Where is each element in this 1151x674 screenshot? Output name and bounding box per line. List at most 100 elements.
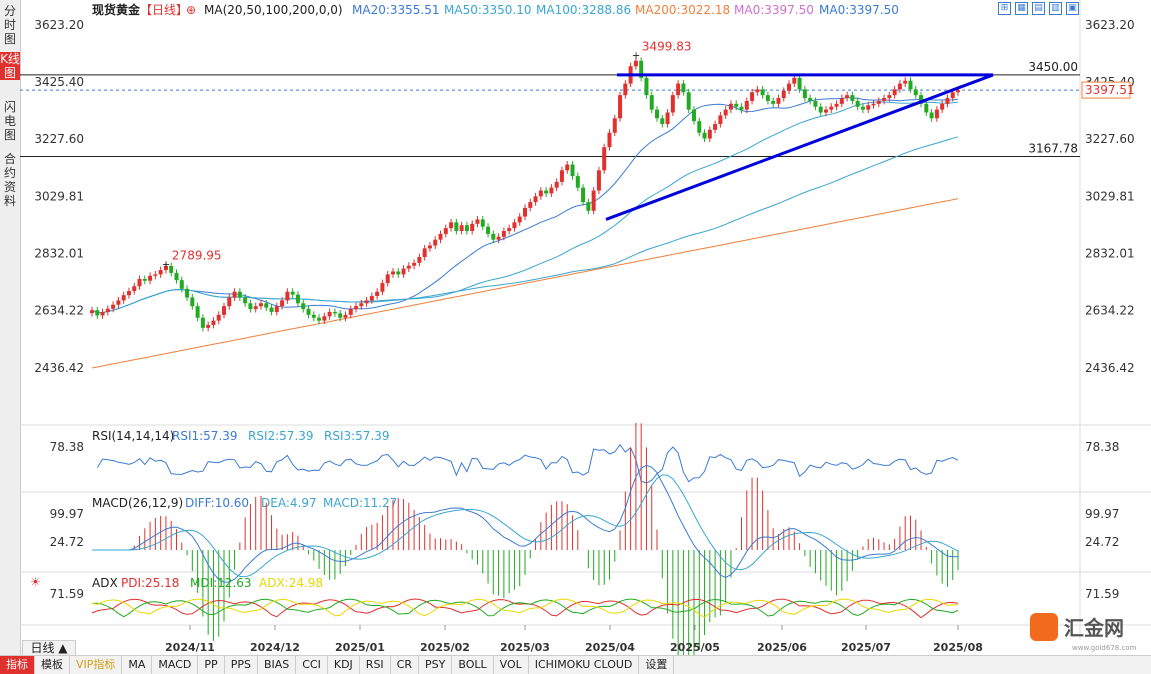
candle-body (623, 83, 628, 96)
candle-body (728, 103, 733, 110)
candle-body (280, 300, 285, 307)
indicator-tab[interactable]: PPS (225, 656, 258, 674)
annotations: 3499.83+2789.95+ (162, 40, 994, 271)
indicator-tab[interactable]: ICHIMOKU CLOUD (529, 656, 640, 674)
adx-value-2: ADX:24.98 (259, 576, 323, 590)
candle-body (232, 291, 237, 298)
candle-body (486, 226, 491, 234)
tile-icon[interactable]: ▥ (1049, 2, 1062, 15)
indicator-tab[interactable]: RSI (360, 656, 391, 674)
indicator-tab[interactable]: PSY (419, 656, 453, 674)
ma-lines (91, 97, 959, 369)
indicator-tab[interactable]: VOL (494, 656, 529, 674)
candle-body (317, 317, 322, 321)
layout-icon[interactable]: ▤ (1032, 2, 1045, 15)
candle-body (565, 164, 570, 171)
candle-body (327, 311, 332, 317)
tab-time-chart[interactable]: 分时图 (3, 4, 16, 46)
ma-value-2: MA100:3288.86 (536, 3, 631, 17)
candle-body (559, 170, 564, 182)
indicator-tab[interactable]: MA (122, 656, 153, 674)
candle-body (206, 324, 211, 328)
candle-body (723, 109, 728, 116)
indicator-tab[interactable]: BOLL (452, 656, 494, 674)
tab-contract-info[interactable]: 合约资料 (3, 152, 16, 208)
candle-body (375, 291, 380, 297)
watermark-text: 汇金网 (1064, 616, 1124, 640)
chart-area[interactable]: 3499.83+2789.95+ RSI(14,14,14)RSI1:57.39… (0, 0, 1151, 655)
candle-body (829, 106, 834, 110)
period-button[interactable]: 日线 ▲ (22, 640, 76, 657)
candle-body (823, 109, 828, 113)
candle-body (396, 271, 401, 275)
candle-body (111, 304, 116, 309)
candle-body (760, 89, 765, 96)
candle-body (528, 202, 533, 208)
candle-body (765, 95, 770, 101)
ma-line-ma200 (91, 198, 959, 369)
indicator-tab[interactable]: KDJ (328, 656, 360, 674)
indicator-tab[interactable]: PP (198, 656, 225, 674)
candle-body (459, 225, 464, 232)
adx-label: ADX (92, 576, 118, 590)
ma-settings-label: MA(20,50,100,200,0,0) (204, 3, 343, 17)
tab-flash-chart[interactable]: 闪电图 (3, 100, 16, 142)
candle-body (274, 306, 279, 312)
macd-dea-line (92, 474, 959, 578)
indicator-tab[interactable]: CR (391, 656, 419, 674)
y-tick-right: 2634.22 (1085, 304, 1135, 318)
candle-body (200, 317, 205, 328)
ma-line-ma100 (91, 136, 959, 314)
adx-panel: ☀ ADX PDI:25.18 MDI:12.63 ADX:24.98 71.59 71.5… (30, 575, 1119, 619)
current-price-box (1081, 81, 1131, 99)
rsi-label: RSI(14,14,14) (92, 429, 174, 443)
tab-kline-chart[interactable]: K线图 (0, 52, 20, 80)
candle-body (781, 90, 786, 99)
candle-body (322, 316, 327, 321)
grid-icon[interactable]: ▦ (1015, 2, 1028, 15)
indicator-tab[interactable]: VIP指标 (70, 656, 123, 674)
indicator-tab[interactable]: CCI (296, 656, 328, 674)
y-tick-right: 2832.01 (1085, 247, 1135, 261)
ma-value-0: MA20:3355.51 (352, 3, 440, 17)
candle-body (919, 95, 924, 104)
indicator-tab[interactable]: 模板 (35, 656, 70, 674)
candle-body (945, 98, 950, 104)
indicator-tab[interactable]: BIAS (258, 656, 297, 674)
candle-body (607, 132, 612, 148)
candle-body (776, 98, 781, 104)
y-tick-left: 2634.22 (34, 304, 84, 318)
gold678-logo-icon (1030, 612, 1058, 641)
candle-body (570, 164, 575, 177)
candle-body (507, 228, 512, 232)
indicator-tab[interactable]: 设置 (639, 656, 675, 674)
candle-body (686, 92, 691, 110)
window-icon[interactable]: ▣ (1066, 2, 1079, 15)
candle-body (633, 60, 638, 67)
macd-panel: MACD(26,12,9) DIFF:10.60 DEA:4.97 MACD:11.2… (50, 422, 1119, 655)
candle-body (185, 288, 190, 298)
macd-tick-left-2: 24.72 (50, 535, 84, 549)
candle-body (538, 190, 543, 197)
candle-body (897, 83, 902, 90)
candle-body (586, 202, 591, 211)
candle-body (644, 77, 649, 96)
indicator-tab[interactable]: MACD (152, 656, 199, 674)
chart-title: 现货黄金 (92, 2, 141, 17)
candle-body (581, 187, 586, 203)
candle-body (258, 303, 263, 307)
candle-body (850, 95, 855, 101)
indicator-tab-bar: 指标 模板 VIP指标 MA MACD PP PPS BIAS CCI KDJ RSI CR PSY BO… (0, 655, 1151, 674)
candle-body (702, 132, 707, 139)
expand-icon[interactable]: ⊞ (998, 2, 1011, 15)
candle-body (934, 109, 939, 119)
y-tick-right: 3623.20 (1085, 18, 1135, 32)
candle-body (121, 295, 126, 301)
candle-body (707, 129, 712, 139)
indicator-tab[interactable]: 指标 (0, 656, 35, 674)
candle-body (227, 297, 232, 307)
candle-body (903, 80, 908, 84)
adx-tick-right: 71.59 (1085, 587, 1119, 601)
y-tick-right: 3029.81 (1085, 189, 1135, 203)
candle-body (390, 271, 395, 275)
